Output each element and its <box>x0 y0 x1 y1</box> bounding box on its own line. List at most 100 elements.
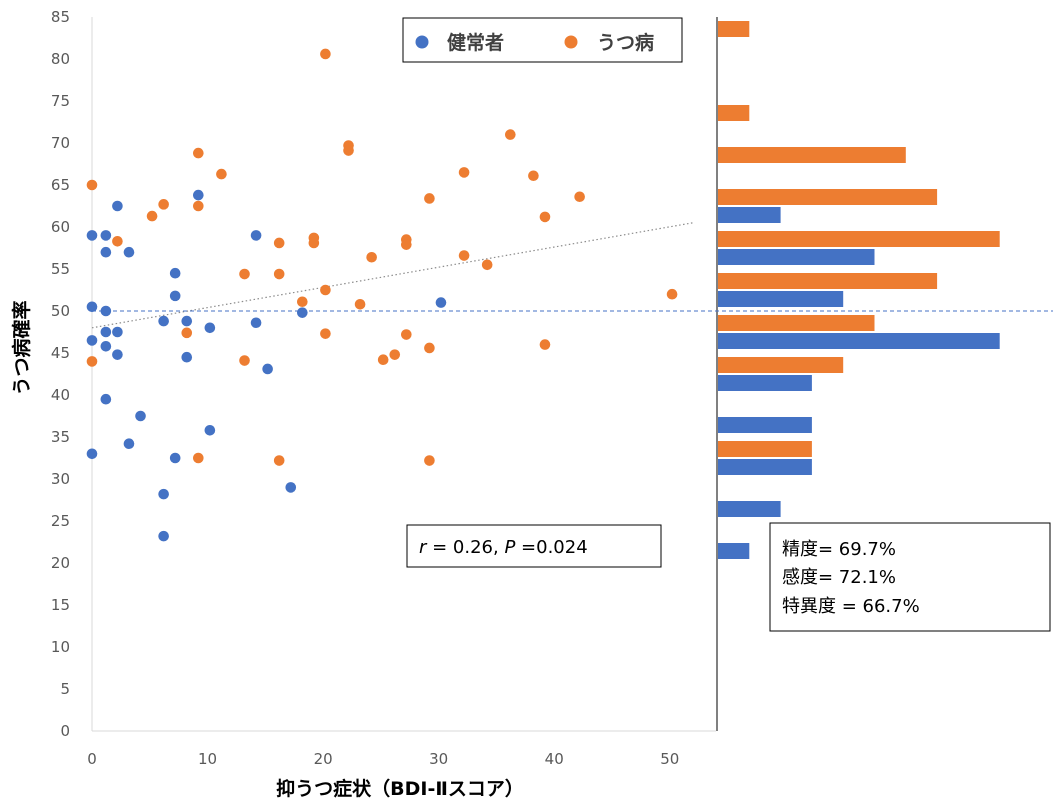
data-point-healthy <box>86 230 98 241</box>
data-point-healthy <box>123 438 135 450</box>
x-tick-label: 10 <box>198 750 217 768</box>
data-point-healthy <box>204 424 216 436</box>
data-point-depression <box>666 288 678 300</box>
histogram-bar-healthy <box>718 417 812 433</box>
histogram-bar-depression <box>718 357 844 373</box>
axes-layer <box>91 17 718 732</box>
y-tick-label: 70 <box>51 134 70 152</box>
correlation-text: r = 0.26, P =0.024 <box>419 537 588 558</box>
data-point-healthy <box>193 189 204 201</box>
legend-label-depression: うつ病 <box>597 31 654 54</box>
data-point-depression <box>239 268 250 280</box>
data-point-depression <box>158 199 169 210</box>
histogram-bar-depression <box>718 273 938 289</box>
legend-marker-healthy <box>415 35 429 49</box>
x-tick-label: 50 <box>660 750 679 768</box>
data-point-healthy <box>158 530 169 542</box>
data-point-healthy <box>250 230 262 241</box>
histogram-bar-healthy <box>718 249 875 265</box>
y-tick-label: 10 <box>51 638 70 656</box>
histogram-bar-healthy <box>718 207 781 223</box>
data-point-depression <box>86 356 98 367</box>
y-tick-label: 75 <box>51 92 70 110</box>
data-point-depression <box>505 129 516 140</box>
data-point-depression <box>401 329 412 340</box>
data-point-healthy <box>86 448 98 460</box>
data-point-depression <box>424 342 435 354</box>
data-point-depression <box>539 211 551 223</box>
histogram-bar-depression <box>718 105 750 121</box>
correlation-box <box>406 524 662 568</box>
data-point-depression <box>297 296 308 308</box>
data-point-depression <box>458 167 470 178</box>
data-point-healthy <box>100 246 112 258</box>
stats-sensitivity: 感度= 72.1% <box>782 567 896 588</box>
data-point-depression <box>273 237 285 249</box>
data-point-depression <box>354 298 366 310</box>
trendline <box>91 222 693 329</box>
data-point-healthy <box>112 349 123 360</box>
data-point-healthy <box>435 297 447 308</box>
x-tick-label: 20 <box>314 750 333 768</box>
x-axis-title: 抑うつ症状（BDI-Ⅱスコア） <box>276 777 524 800</box>
data-point-healthy <box>100 340 112 352</box>
y-tick-label: 55 <box>51 260 70 278</box>
data-point-healthy <box>100 393 112 405</box>
x-tick-label: 0 <box>87 750 97 768</box>
data-point-depression <box>146 210 158 222</box>
x-tick-label: 30 <box>429 750 448 768</box>
y-tick-label: 5 <box>60 680 70 698</box>
x-tick-label: 40 <box>545 750 564 768</box>
data-point-healthy <box>100 305 112 317</box>
legend: 健常者 うつ病 <box>402 17 683 63</box>
data-point-depression <box>308 237 320 249</box>
histogram-bar-healthy <box>718 291 844 307</box>
data-point-healthy <box>158 488 169 500</box>
data-point-healthy <box>250 317 262 329</box>
data-point-healthy <box>86 335 98 346</box>
data-point-healthy <box>123 246 135 258</box>
stats-box <box>769 522 1051 632</box>
p-value: =0.024 <box>515 537 587 558</box>
data-point-depression <box>193 200 204 212</box>
data-point-healthy <box>112 326 123 338</box>
data-point-depression <box>320 48 331 60</box>
stats-accuracy: 精度= 69.7% <box>782 539 896 560</box>
data-point-healthy <box>112 200 123 212</box>
histogram-bar-healthy <box>718 333 1000 349</box>
data-point-depression <box>528 170 539 182</box>
data-point-healthy <box>135 410 146 422</box>
r-value: = 0.26, <box>426 537 504 558</box>
r-label: r <box>419 537 428 558</box>
y-tick-label: 25 <box>51 512 70 530</box>
data-point-depression <box>181 327 193 339</box>
y-tick-label: 65 <box>51 176 70 194</box>
data-point-healthy <box>262 363 273 375</box>
y-tick-label: 45 <box>51 344 70 362</box>
histogram-bar-depression <box>718 231 1000 247</box>
histogram-bar-depression <box>718 21 750 37</box>
data-point-depression <box>216 168 227 180</box>
y-tick-label: 30 <box>51 470 70 488</box>
data-point-depression <box>574 191 585 203</box>
y-tick-label: 20 <box>51 554 70 572</box>
p-label: P <box>504 537 515 558</box>
data-point-healthy <box>158 315 169 327</box>
correlation-annotation: r = 0.26, P =0.024 <box>406 524 662 568</box>
trendline-layer <box>91 222 693 329</box>
points-layer <box>86 48 678 542</box>
data-point-depression <box>273 455 285 466</box>
data-point-depression <box>239 355 250 366</box>
data-point-depression <box>366 251 377 263</box>
data-point-healthy <box>86 301 98 313</box>
y-tick-label: 60 <box>51 218 70 236</box>
y-tick-label: 40 <box>51 386 70 404</box>
data-point-depression <box>401 239 412 250</box>
legend-box <box>402 17 683 63</box>
y-tick-label: 35 <box>51 428 70 446</box>
legend-marker-depression <box>564 35 578 49</box>
data-point-depression <box>193 147 204 159</box>
data-point-depression <box>343 145 354 156</box>
data-point-depression <box>320 284 331 296</box>
